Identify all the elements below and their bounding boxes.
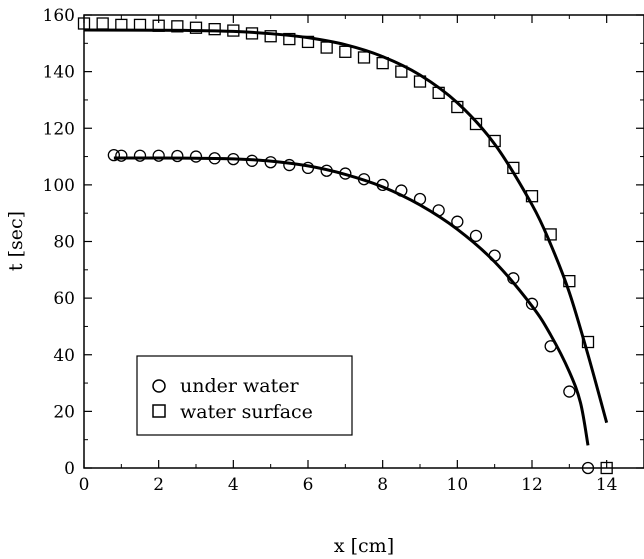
- data-point-under-water: [469, 229, 483, 242]
- data-point-water-surface: [357, 51, 371, 64]
- data-point-under-water: [507, 272, 520, 285]
- data-point-under-water: [171, 149, 184, 163]
- x-tick-label: 6: [303, 475, 314, 495]
- data-point-water-surface: [115, 18, 128, 32]
- data-point-under-water: [432, 204, 445, 217]
- legend: under water water surface: [136, 355, 353, 436]
- data-point-water-surface: [544, 228, 557, 241]
- data-point-water-surface: [264, 30, 277, 43]
- data-point-under-water: [283, 158, 296, 172]
- legend-label-water-surface: water surface: [180, 401, 313, 423]
- data-point-under-water: [227, 152, 240, 166]
- y-tick-label: 100: [43, 176, 75, 196]
- x-tick-label: 0: [79, 475, 90, 495]
- y-tick-label: 0: [64, 459, 75, 479]
- axis-ticks: [83, 14, 644, 469]
- data-point-under-water: [413, 192, 427, 206]
- data-point-water-surface: [152, 19, 165, 32]
- data-point-under-water: [525, 297, 539, 310]
- data-point-water-surface: [245, 27, 259, 40]
- data-point-water-surface: [189, 21, 203, 34]
- legend-marker-under-water: [152, 379, 166, 393]
- data-point-water-surface: [395, 65, 408, 78]
- data-point-under-water: [376, 178, 389, 192]
- x-tick-label: 2: [153, 475, 164, 495]
- data-point-under-water: [581, 461, 595, 475]
- data-point-under-water: [451, 215, 464, 228]
- data-point-under-water: [245, 154, 259, 167]
- data-point-water-surface: [581, 335, 595, 349]
- data-point-under-water: [339, 167, 352, 180]
- data-point-water-surface: [227, 24, 240, 37]
- data-point-under-water: [320, 164, 333, 177]
- data-point-water-surface: [301, 35, 315, 49]
- data-point-under-water: [264, 156, 277, 169]
- data-point-water-surface: [488, 134, 501, 148]
- data-point-water-surface: [413, 75, 427, 88]
- fit-curves: [83, 28, 609, 446]
- data-point-water-surface: [320, 41, 333, 54]
- legend-marker-water-surface: [152, 404, 166, 418]
- data-point-under-water: [152, 149, 165, 162]
- y-tick-label: 120: [43, 119, 75, 139]
- data-point-water-surface: [507, 161, 520, 175]
- y-tick-label: 160: [43, 6, 75, 26]
- data-point-under-water: [115, 149, 128, 162]
- data-point-water-surface: [133, 18, 147, 32]
- fit-curve-under-water: [113, 156, 590, 446]
- data-point-under-water: [301, 161, 315, 175]
- x-tick-label: 4: [228, 475, 239, 495]
- data-point-under-water: [208, 152, 221, 165]
- data-point-water-surface: [469, 117, 483, 131]
- data-point-under-water: [107, 148, 121, 162]
- y-tick-label: 20: [53, 402, 75, 422]
- data-point-water-surface: [208, 23, 221, 36]
- data-point-under-water: [133, 149, 147, 162]
- x-tick-label: 14: [596, 475, 618, 495]
- y-tick-label: 60: [53, 289, 75, 309]
- legend-label-under-water: under water: [180, 375, 299, 397]
- data-point-under-water: [189, 150, 203, 163]
- y-tick-label: 80: [53, 233, 75, 253]
- data-point-under-water: [563, 385, 576, 398]
- data-point-water-surface: [339, 45, 352, 58]
- x-axis-label: x [cm]: [334, 535, 394, 557]
- data-point-under-water: [544, 340, 557, 353]
- data-point-water-surface: [376, 56, 389, 70]
- x-tick-label: 12: [521, 475, 543, 495]
- data-markers: [77, 17, 613, 475]
- data-point-water-surface: [600, 461, 613, 475]
- data-point-under-water: [395, 184, 408, 197]
- y-tick-label: 140: [43, 63, 75, 83]
- x-tick-label: 8: [377, 475, 388, 495]
- y-axis-label: t [sec]: [5, 211, 27, 271]
- x-tick-label: 10: [447, 475, 469, 495]
- data-point-water-surface: [96, 17, 109, 30]
- fit-curve-water-surface: [83, 28, 609, 424]
- y-tick-label: 40: [53, 346, 75, 366]
- data-point-water-surface: [171, 20, 184, 33]
- data-point-water-surface: [432, 86, 445, 100]
- legend-box: [136, 355, 353, 436]
- data-point-water-surface: [451, 100, 464, 114]
- data-point-water-surface: [563, 274, 576, 288]
- data-point-under-water: [357, 173, 371, 186]
- data-point-under-water: [488, 249, 501, 262]
- data-point-water-surface: [525, 190, 539, 203]
- data-point-water-surface: [77, 17, 91, 30]
- data-point-water-surface: [283, 32, 296, 46]
